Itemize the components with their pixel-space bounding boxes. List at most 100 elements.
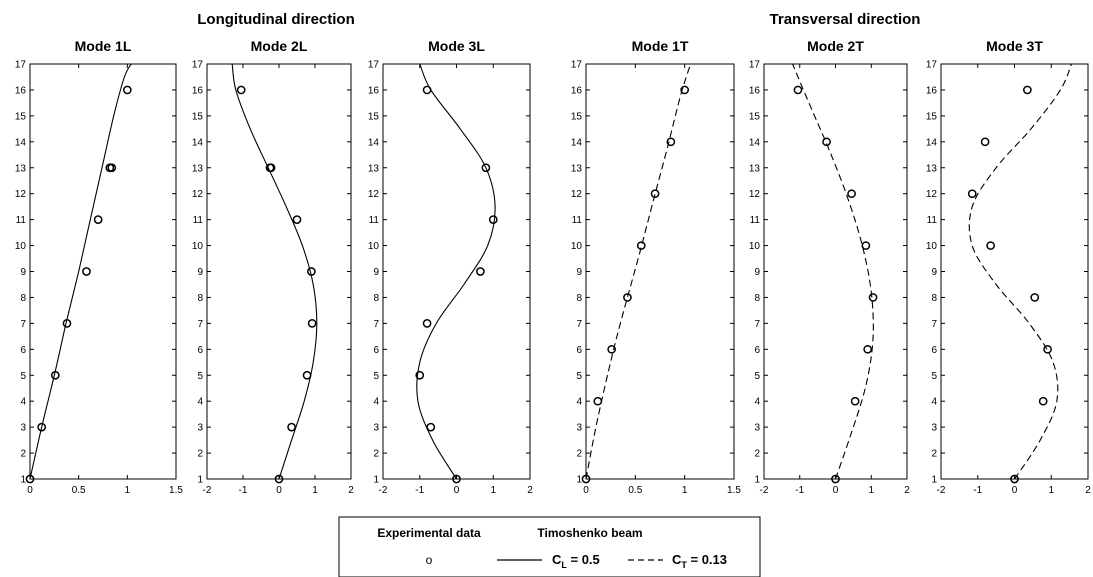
x-tick-label: 1.5 — [727, 485, 741, 496]
experimental-point — [307, 319, 317, 328]
y-tick-label: 12 — [749, 189, 761, 200]
legend-experimental-heading: Experimental data — [377, 526, 481, 540]
panel-title: Mode 1L — [75, 38, 132, 54]
experimental-point — [1010, 474, 1019, 484]
y-tick-label: 5 — [576, 371, 582, 382]
y-tick-label: 7 — [20, 319, 26, 330]
experimental-point — [1030, 293, 1040, 302]
y-tick-label: 17 — [571, 60, 583, 71]
experimental-point — [82, 267, 91, 276]
y-tick-label: 15 — [926, 111, 938, 122]
experimental-point — [287, 422, 296, 432]
legend-solid-label-sub: L — [561, 560, 567, 570]
y-tick-label: 10 — [571, 241, 583, 252]
x-tick-label: 1 — [682, 485, 688, 496]
experimental-point — [93, 215, 103, 224]
legend-box — [338, 516, 761, 577]
y-tick-label: 9 — [20, 267, 26, 278]
experimental-point — [581, 474, 591, 484]
y-tick-label: 12 — [192, 189, 204, 200]
y-tick-label: 4 — [373, 397, 379, 408]
y-tick-label: 11 — [193, 215, 204, 226]
y-tick-label: 8 — [197, 293, 203, 304]
y-tick-label: 8 — [754, 293, 760, 304]
legend-solid-label: CL = 0.5 — [552, 552, 600, 570]
y-tick-label: 2 — [197, 449, 203, 460]
y-tick-label: 4 — [576, 397, 582, 408]
y-tick-label: 13 — [15, 163, 27, 174]
x-tick-label: 2 — [904, 485, 910, 496]
timoshenko-beam-curve — [968, 63, 1073, 480]
y-tick-label: 15 — [368, 111, 380, 122]
experimental-point — [236, 85, 246, 95]
legend-dashed-label-sub: T — [681, 560, 687, 570]
panel-title: Mode 2T — [807, 38, 864, 54]
y-tick-label: 14 — [368, 137, 380, 148]
x-tick-label: 0.5 — [628, 485, 642, 496]
timoshenko-beam-curve — [231, 63, 318, 480]
y-tick-label: 7 — [754, 319, 760, 330]
timoshenko-beam-curve — [585, 63, 692, 480]
y-tick-label: 14 — [15, 137, 27, 148]
y-tick-label: 14 — [926, 137, 938, 148]
experimental-point — [831, 474, 840, 484]
y-tick-label: 13 — [749, 163, 761, 174]
legend-solid-label-value: = 0.5 — [567, 552, 600, 567]
legend-solid-label-var: C — [552, 552, 562, 567]
experimental-point — [122, 85, 132, 95]
x-tick-label: 0 — [583, 485, 589, 496]
y-tick-label: 11 — [572, 215, 583, 226]
y-tick-label: 17 — [368, 60, 380, 71]
panel-frame — [585, 63, 735, 480]
experimental-point — [650, 189, 660, 199]
panel-frame — [29, 63, 177, 480]
experimental-point — [37, 422, 47, 432]
x-tick-label: -2 — [937, 485, 946, 496]
x-tick-label: 1 — [312, 485, 318, 496]
experimental-point — [607, 344, 617, 354]
panel-frame — [763, 63, 908, 480]
y-tick-label: 16 — [192, 85, 204, 96]
x-tick-label: 0 — [276, 485, 282, 496]
experimental-point — [1023, 85, 1032, 95]
y-tick-label: 9 — [931, 267, 937, 278]
y-tick-label: 11 — [369, 215, 380, 226]
y-tick-label: 10 — [15, 241, 27, 252]
x-tick-label: 0 — [454, 485, 460, 496]
y-tick-label: 4 — [197, 397, 203, 408]
y-tick-label: 15 — [15, 111, 27, 122]
panel-title: Mode 3T — [986, 38, 1043, 54]
y-tick-label: 1 — [931, 475, 937, 486]
y-tick-label: 7 — [931, 319, 937, 330]
y-tick-label: 12 — [571, 189, 583, 200]
y-tick-label: 5 — [754, 371, 760, 382]
x-tick-label: 1 — [1048, 485, 1054, 496]
panel-frame — [940, 63, 1089, 480]
y-tick-label: 13 — [926, 163, 938, 174]
panel-title: Mode 1T — [632, 38, 689, 54]
y-tick-label: 6 — [754, 345, 760, 356]
y-tick-label: 16 — [15, 85, 27, 96]
y-tick-label: 1 — [20, 475, 26, 486]
y-tick-label: 10 — [749, 241, 761, 252]
experimental-point — [488, 215, 498, 224]
y-tick-label: 2 — [20, 449, 26, 460]
y-tick-label: 7 — [373, 319, 379, 330]
y-tick-label: 1 — [373, 475, 379, 486]
panel-frame — [382, 63, 531, 480]
panel-frame — [206, 63, 352, 480]
y-tick-label: 2 — [754, 449, 760, 460]
x-tick-label: 0.5 — [72, 485, 86, 496]
y-tick-label: 8 — [931, 293, 937, 304]
experimental-point — [476, 267, 485, 276]
y-tick-label: 3 — [754, 423, 760, 434]
y-tick-label: 5 — [20, 371, 26, 382]
y-tick-label: 10 — [368, 241, 380, 252]
y-tick-label: 6 — [931, 345, 937, 356]
panel-title: Mode 3L — [428, 38, 485, 54]
y-tick-label: 11 — [927, 215, 938, 226]
